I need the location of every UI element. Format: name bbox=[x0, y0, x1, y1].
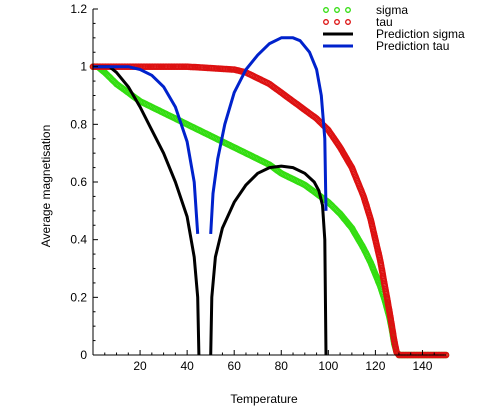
series-line-segment bbox=[209, 36, 328, 234]
series-prediction-sigma bbox=[93, 65, 328, 356]
y-tick-label: 0.4 bbox=[70, 233, 87, 247]
legend-marker bbox=[323, 19, 329, 25]
legend-item: Prediction tau bbox=[323, 39, 449, 53]
y-tick-label: 0.6 bbox=[70, 175, 87, 189]
legend-item: Prediction sigma bbox=[323, 27, 465, 41]
legend-label: tau bbox=[376, 15, 393, 29]
legend-item: sigma bbox=[323, 3, 408, 17]
series-line-segment bbox=[93, 65, 200, 235]
y-tick-label: 1.2 bbox=[70, 2, 87, 16]
series-layer bbox=[89, 36, 450, 359]
x-tick-label: 20 bbox=[133, 359, 147, 373]
y-tick-label: 0.8 bbox=[70, 117, 87, 131]
legend-label: sigma bbox=[376, 3, 408, 17]
axes: 20 40 60 80 100 120 140 0 0.2 0.4 0.6 0.8 1 1.2 bbox=[70, 2, 446, 373]
x-tick-label: 120 bbox=[365, 359, 385, 373]
x-tick-label: 140 bbox=[412, 359, 432, 373]
x-tick-label: 100 bbox=[318, 359, 338, 373]
x-tick-label: 60 bbox=[228, 359, 242, 373]
x-axis-title: Temperature bbox=[230, 392, 298, 406]
legend-marker bbox=[345, 19, 351, 25]
series-prediction-tau bbox=[93, 36, 328, 235]
y-axis-title: Average magnetisation bbox=[39, 125, 53, 248]
y-tick-label: 0.2 bbox=[70, 290, 87, 304]
legend-marker bbox=[334, 7, 340, 13]
legend-label: Prediction tau bbox=[376, 39, 449, 53]
x-tick-label: 80 bbox=[275, 359, 289, 373]
legend-marker bbox=[323, 7, 329, 13]
y-tick-label: 0 bbox=[80, 348, 87, 362]
legend-label: Prediction sigma bbox=[376, 27, 465, 41]
legend-item: tau bbox=[323, 15, 393, 29]
series-line-segment bbox=[93, 65, 201, 356]
series-tau bbox=[89, 63, 450, 359]
y-tick-label: 1 bbox=[80, 60, 87, 74]
legend-marker bbox=[334, 19, 340, 25]
series-line-segment bbox=[209, 164, 328, 356]
x-tick-label: 40 bbox=[180, 359, 194, 373]
series-sigma bbox=[89, 63, 450, 359]
legend-marker bbox=[345, 7, 351, 13]
